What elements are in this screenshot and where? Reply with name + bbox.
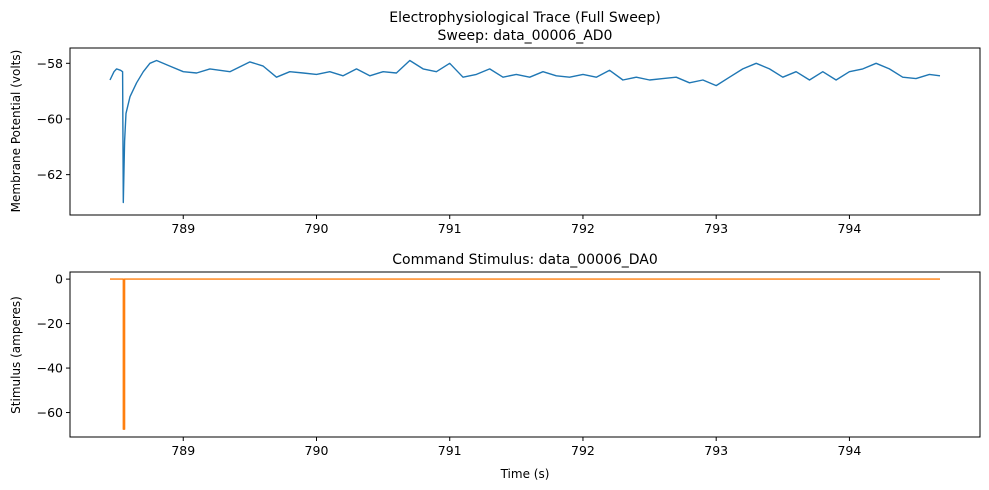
y-tick-label: −58 <box>37 56 63 71</box>
y-tick-label: −40 <box>37 361 63 376</box>
y-axis-ticks: −58 −60 −62 <box>37 56 70 182</box>
command-stimulus-plot: Command Stimulus: data_00006_DA0 789 790 7… <box>9 252 981 481</box>
y-axis-label: Membrane Potential (volts) <box>9 50 23 213</box>
x-tick-label: 793 <box>704 443 728 458</box>
x-tick-label: 791 <box>438 221 462 236</box>
y-tick-label: −62 <box>37 167 63 182</box>
x-tick-label: 789 <box>171 221 195 236</box>
membrane-potential-plot: Electrophysiological Trace (Full Sweep) … <box>9 10 981 236</box>
x-tick-label: 790 <box>305 221 329 236</box>
plot-title: Command Stimulus: data_00006_DA0 <box>392 252 658 268</box>
y-tick-label: −60 <box>37 405 63 420</box>
y-tick-label: −20 <box>37 316 63 331</box>
x-axis-ticks: 789 790 791 792 793 794 <box>171 215 861 236</box>
y-tick-label: 0 <box>55 272 63 287</box>
x-tick-label: 790 <box>305 443 329 458</box>
plot-frame <box>69 47 981 216</box>
plot-subtitle: Sweep: data_00006_AD0 <box>438 28 613 44</box>
x-tick-label: 792 <box>571 221 595 236</box>
x-tick-label: 794 <box>837 443 861 458</box>
x-tick-label: 789 <box>171 443 195 458</box>
plot-marks <box>109 59 941 204</box>
y-axis-ticks: 0 −20 −40 −60 <box>37 272 70 420</box>
x-tick-label: 792 <box>571 443 595 458</box>
x-tick-label: 794 <box>837 221 861 236</box>
y-tick-label: −60 <box>37 111 63 126</box>
plot-marks <box>110 278 940 430</box>
plot-frame <box>69 271 981 438</box>
series-line <box>110 278 940 430</box>
x-tick-label: 793 <box>704 221 728 236</box>
x-tick-label: 791 <box>438 443 462 458</box>
x-axis-ticks: 789 790 791 792 793 794 <box>171 437 861 458</box>
series-line <box>109 59 941 204</box>
x-axis-label: Time (s) <box>500 467 550 481</box>
plot-title: Electrophysiological Trace (Full Sweep) <box>389 10 661 26</box>
y-axis-label: Stimulus (amperes) <box>9 296 23 414</box>
